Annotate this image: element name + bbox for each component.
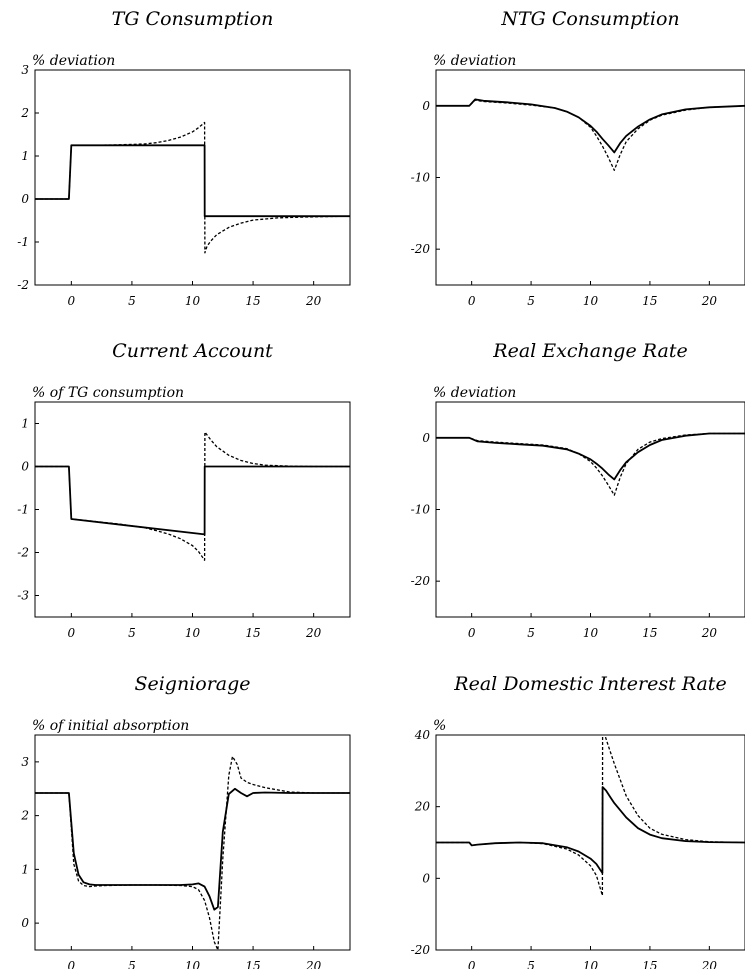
y-tick-label: -10 [411,171,431,185]
y-tick-label: -1 [17,235,29,249]
y-tick-label: -2 [17,278,29,292]
x-tick-label: 20 [305,626,322,640]
plot-frame [34,734,351,951]
x-tick-label: 10 [583,959,599,969]
y-tick-label: -1 [17,503,29,517]
y-tick-label: 1 [21,862,29,876]
y-tick-label: 1 [21,149,29,163]
panel-title: TG Consumption [112,8,274,30]
y-axis-label: % [433,718,446,734]
x-tick-label: 15 [245,626,260,640]
x-tick-label: 5 [128,626,136,640]
y-tick-label: -20 [411,943,431,957]
x-tick-label: 0 [468,294,476,308]
x-tick-label: 5 [128,959,136,969]
x-tick-label: 20 [701,959,718,969]
panel-2: NTG Consumption % deviation 0 5 10 15 20 0 -10 -2… [411,8,745,308]
y-tick-label: 0 [21,916,29,930]
y-tick-label: -10 [411,503,431,517]
y-tick-label: 1 [21,417,29,431]
panel-6: Real Domestic Interest Rate% 0 5 10 15 20 40 20… [411,673,745,969]
plot-frame [34,401,351,618]
plot-frame [34,69,351,286]
x-tick-label: 0 [468,626,476,640]
y-axis-label: % of initial absorption [32,718,189,734]
series-line-solid [436,432,745,481]
plot-frame [435,69,745,286]
y-tick-label: 0 [21,192,29,206]
y-tick-label: 2 [20,106,29,120]
y-tick-label: 0 [422,99,430,113]
y-tick-label: -20 [411,574,431,588]
x-tick-label: 0 [68,626,76,640]
panel-4: Real Exchange Rate % deviation 0 5 10 15 20 0 -1… [411,340,745,640]
x-tick-label: 0 [68,294,76,308]
y-axis-label: % of TG consumption [32,385,184,401]
x-tick-label: 20 [701,626,718,640]
series-line-solid [35,144,350,218]
y-tick-label: -2 [17,546,29,560]
x-tick-label: 15 [642,294,657,308]
x-tick-label: 20 [701,294,718,308]
series-line-dashed [436,432,745,496]
x-tick-label: 5 [527,294,535,308]
y-tick-label: 0 [422,871,430,885]
y-tick-label: -3 [17,589,29,603]
panel-title: Current Account [112,340,273,362]
x-tick-label: 15 [642,626,657,640]
x-tick-label: 10 [583,294,599,308]
y-axis-label: % deviation [433,385,516,401]
y-tick-label: 3 [21,755,29,769]
x-tick-label: 0 [468,959,476,969]
series-line-dashed [35,755,350,950]
series-line-solid [436,98,745,154]
series-line-dashed [436,99,745,171]
x-tick-label: 0 [68,959,76,969]
series-line-solid [35,787,350,911]
series-line-dashed [35,431,350,561]
x-tick-label: 5 [527,959,535,969]
y-tick-label: 3 [21,63,29,77]
y-axis-label: % deviation [32,53,115,69]
x-tick-label: 15 [245,294,260,308]
x-tick-label: 5 [128,294,136,308]
series-line-solid [35,465,350,536]
panel-title: Seigniorage [134,673,250,695]
series-line-dashed [35,121,350,254]
y-axis-label: % deviation [433,53,516,69]
x-tick-label: 20 [305,959,322,969]
y-tick-label: 0 [422,431,430,445]
x-tick-label: 20 [305,294,322,308]
panel-title: Real Exchange Rate [492,340,687,362]
series-line-solid [436,786,745,874]
x-tick-label: 5 [527,626,535,640]
x-tick-label: 10 [185,959,201,969]
x-tick-label: 10 [583,626,599,640]
y-tick-label: -20 [411,242,431,256]
x-tick-label: 15 [245,959,260,969]
panel-title: Real Domestic Interest Rate [453,673,726,695]
x-tick-label: 15 [642,959,657,969]
panel-title: NTG Consumption [500,8,679,30]
y-tick-label: 2 [20,809,29,823]
y-tick-label: 0 [21,460,29,474]
x-tick-label: 10 [185,626,201,640]
y-tick-label: 40 [414,728,431,742]
y-tick-label: 20 [414,800,431,814]
series-line-dashed [436,735,745,897]
x-tick-label: 10 [185,294,201,308]
